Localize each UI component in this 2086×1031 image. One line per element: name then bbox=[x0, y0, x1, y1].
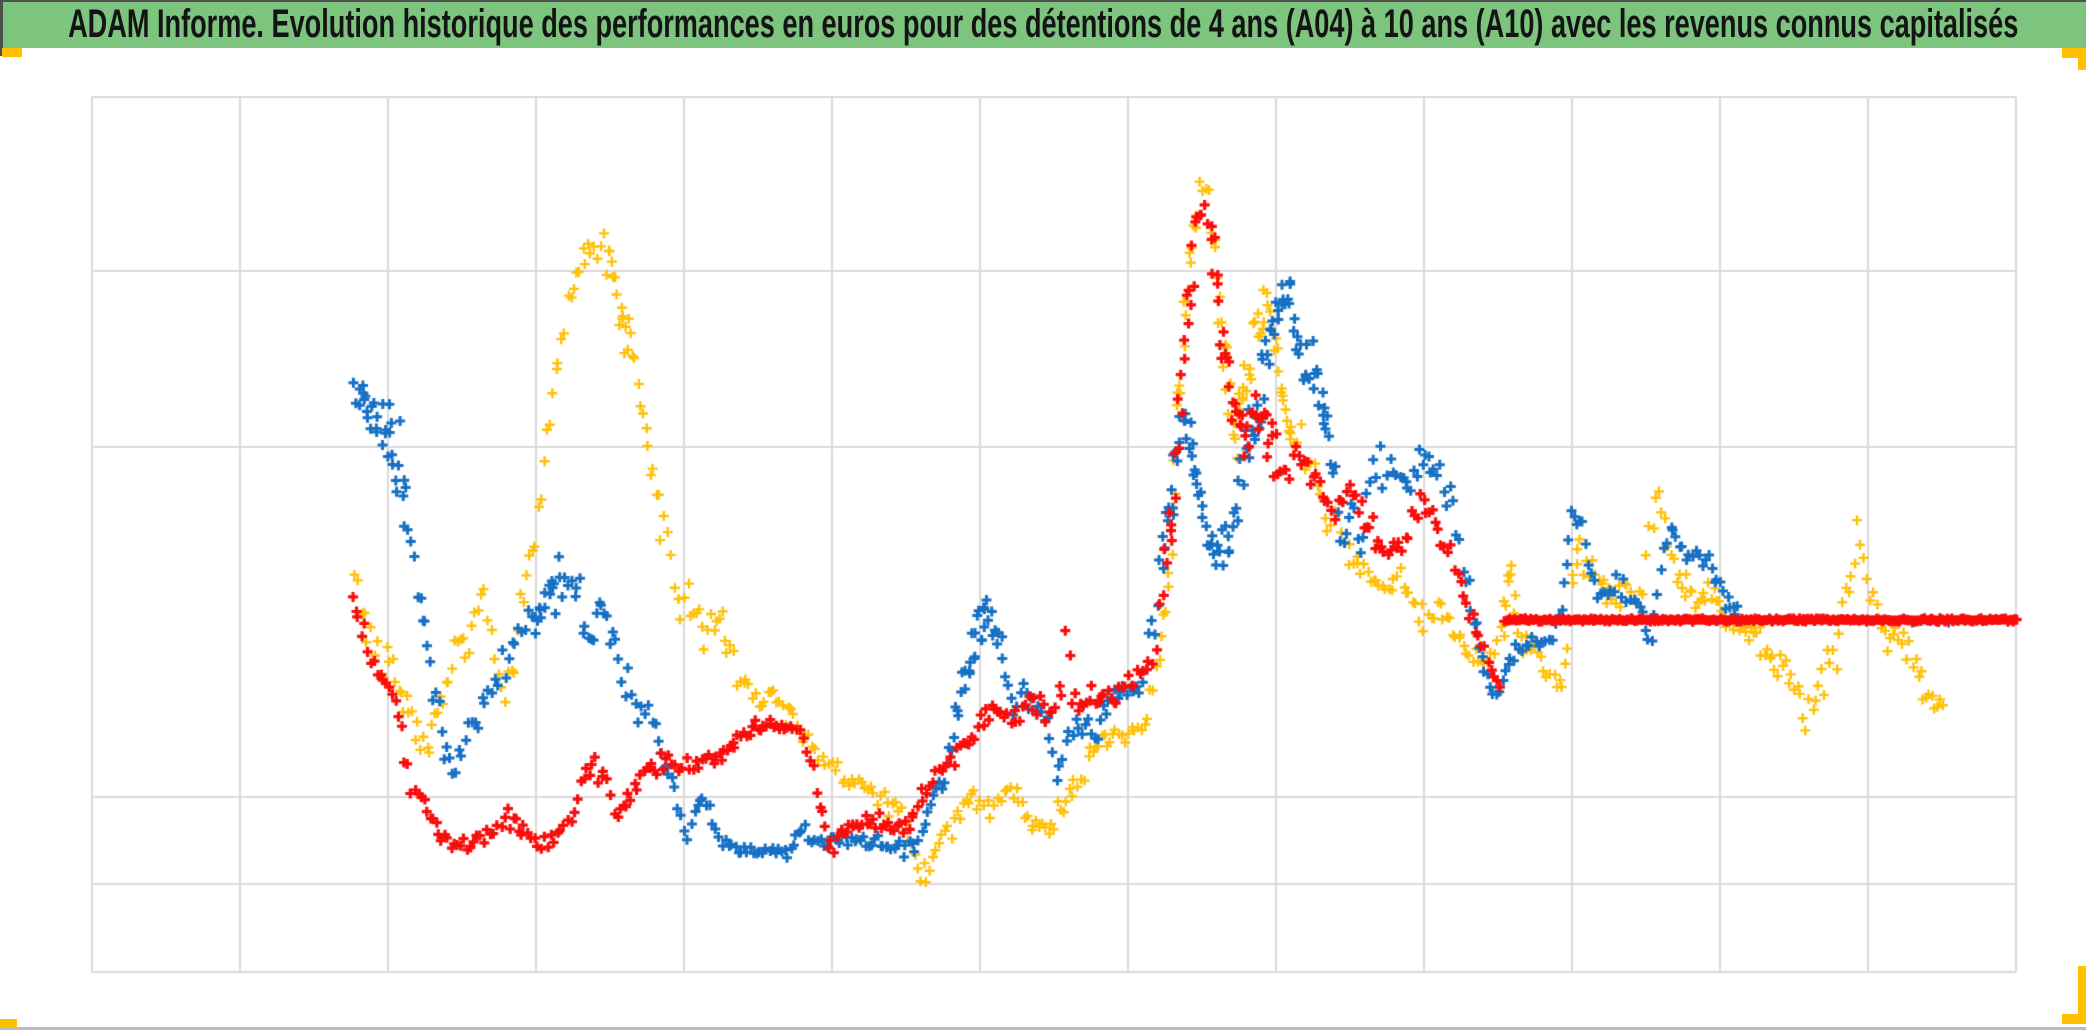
page-title: ADAM Informe. Evolution historique des p… bbox=[67, 1, 2019, 46]
accent-bottom-right-horizontal bbox=[2062, 1014, 2086, 1024]
accent-bottom-left bbox=[0, 1019, 17, 1028]
top-edge-line bbox=[0, 0, 2086, 2]
accent-top-right-vertical bbox=[2078, 48, 2086, 70]
title-bar: ADAM Informe. Evolution historique des p… bbox=[0, 0, 2086, 48]
left-edge-line bbox=[0, 0, 3, 56]
accent-top-right-horizontal bbox=[2062, 48, 2086, 58]
accent-bottom-right-vertical bbox=[2078, 966, 2086, 1024]
accent-top-left bbox=[2, 48, 22, 57]
bottom-divider bbox=[0, 1027, 2086, 1030]
